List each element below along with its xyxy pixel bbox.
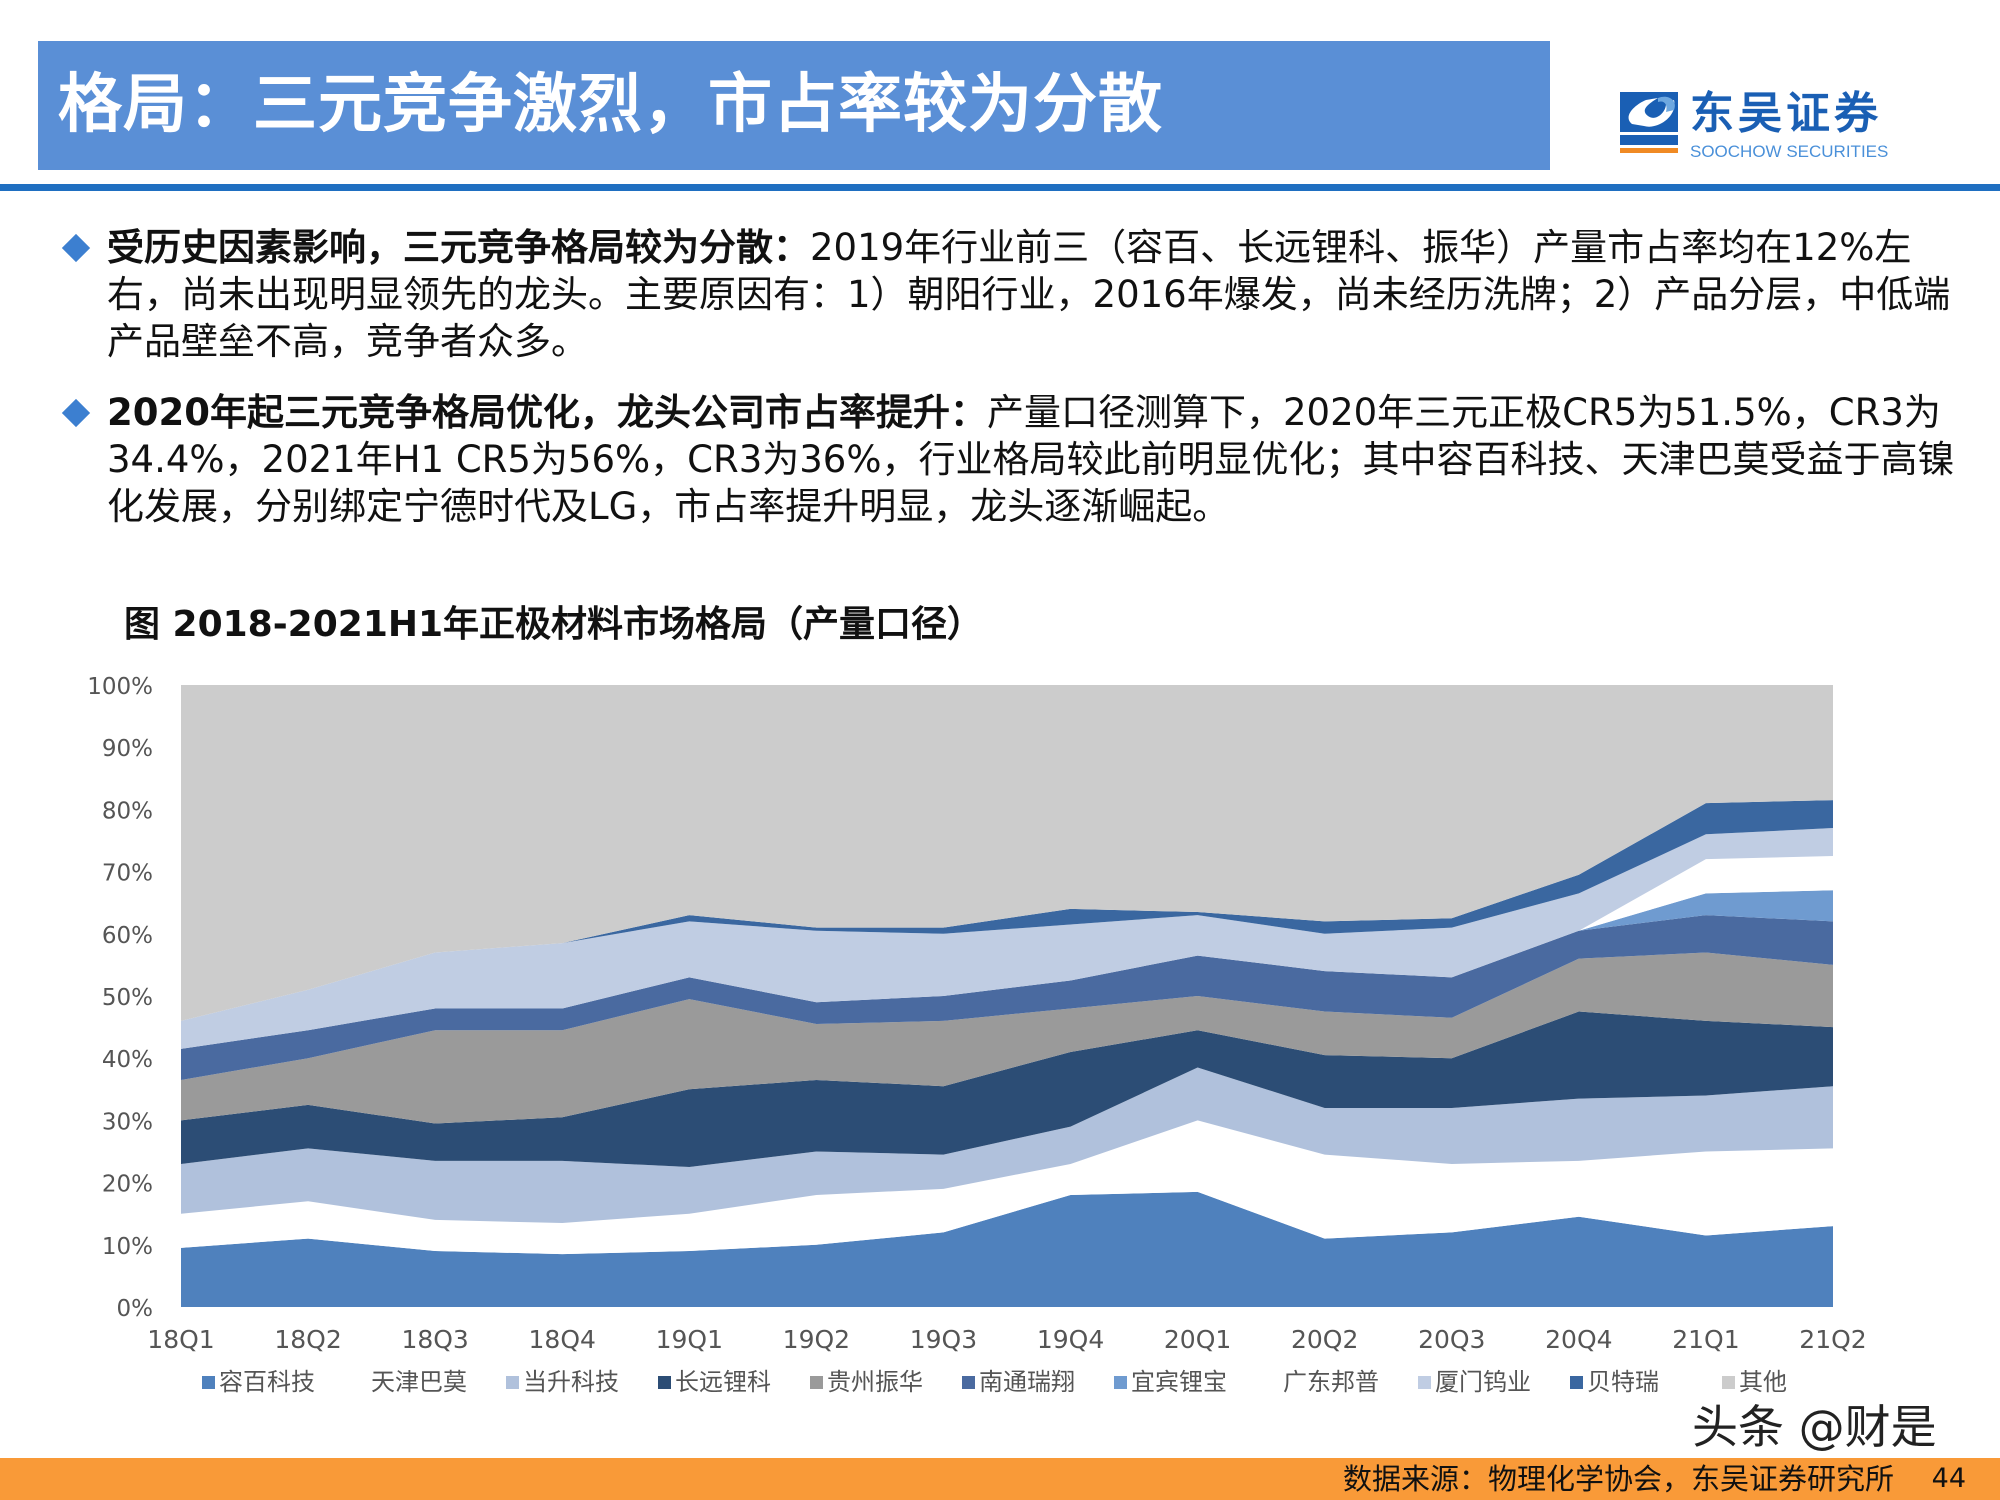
header-divider <box>0 184 2000 191</box>
logo-text-cn: 东吴证券 <box>1690 88 1882 139</box>
data-source: 数据来源：物理化学协会，东吴证券研究所 <box>1342 1462 1894 1496</box>
y-tick-label: 70% <box>102 861 153 887</box>
legend-label: 容百科技 <box>219 1368 315 1396</box>
legend-item: 南通瑞翔 <box>962 1368 1114 1396</box>
legend-swatch <box>962 1375 975 1389</box>
legend-item: 其他 <box>1722 1368 1874 1396</box>
legend-item: 天津巴莫 <box>354 1368 506 1396</box>
legend-swatch <box>1418 1375 1431 1389</box>
legend-swatch <box>658 1375 671 1389</box>
y-tick-label: 30% <box>102 1109 153 1135</box>
page-number: 44 <box>1931 1463 1966 1494</box>
header-banner: 格局：三元竞争激烈，市占率较为分散 <box>38 41 1550 170</box>
y-tick-label: 50% <box>102 985 153 1011</box>
legend-item: 贝特瑞 <box>1570 1368 1722 1396</box>
x-tick-label: 19Q1 <box>656 1325 723 1354</box>
legend-label: 宜宾锂宝 <box>1131 1368 1227 1396</box>
legend-item: 容百科技 <box>202 1368 354 1396</box>
x-tick-label: 19Q4 <box>1037 1325 1104 1354</box>
x-tick-label: 19Q3 <box>910 1325 977 1354</box>
y-tick-label: 100% <box>87 674 153 700</box>
x-tick-label: 18Q4 <box>529 1325 596 1354</box>
legend-swatch <box>1722 1375 1735 1389</box>
y-tick-label: 20% <box>102 1172 153 1198</box>
x-tick-label: 18Q3 <box>401 1325 468 1354</box>
x-tick-label: 21Q1 <box>1672 1325 1739 1354</box>
legend-swatch <box>1570 1375 1583 1389</box>
legend-swatch <box>202 1375 215 1389</box>
area-series-7 <box>181 890 1833 1049</box>
area-series-5 <box>181 952 1833 1124</box>
x-tick-label: 18Q2 <box>274 1325 341 1354</box>
x-tick-label: 19Q2 <box>783 1325 850 1354</box>
legend-swatch <box>506 1375 519 1389</box>
legend-item: 广东邦普 <box>1266 1368 1418 1396</box>
legend-label: 长远锂科 <box>675 1368 771 1396</box>
bullet-text: 产量口径测算下，2020年三元正极CR5为51.5%，CR3为34.4%，202… <box>107 391 1955 528</box>
bullet-heading: 2020年起三元竞争格局优化，龙头公司市占率提升： <box>107 391 987 434</box>
y-tick-label: 10% <box>102 1234 153 1260</box>
legend-item: 厦门钨业 <box>1418 1368 1570 1396</box>
x-tick-label: 20Q2 <box>1291 1325 1358 1354</box>
bullet-item: 受历史因素影响，三元竞争格局较为分散：2019年行业前三（容百、长远锂科、振华）… <box>60 224 1960 365</box>
x-tick-label: 20Q4 <box>1545 1325 1612 1354</box>
company-logo: 东吴证券 SOOCHOW SECURITIES <box>1618 90 1918 166</box>
legend-label: 广东邦普 <box>1283 1368 1379 1396</box>
area-series-11 <box>181 685 1833 1021</box>
page-title: 格局：三元竞争激烈，市占率较为分散 <box>58 68 1163 142</box>
legend-swatch <box>810 1375 823 1389</box>
legend-swatch <box>1114 1375 1127 1389</box>
logo-text-en: SOOCHOW SECURITIES <box>1690 142 1889 161</box>
legend-item: 宜宾锂宝 <box>1114 1368 1266 1396</box>
legend-label: 贵州振华 <box>827 1368 923 1396</box>
y-tick-label: 0% <box>117 1296 154 1322</box>
x-tick-label: 20Q3 <box>1418 1325 1485 1354</box>
x-tick-label: 21Q2 <box>1799 1325 1866 1354</box>
x-tick-label: 18Q1 <box>147 1325 214 1354</box>
area-series-6 <box>181 915 1833 1080</box>
legend-label: 天津巴莫 <box>371 1368 467 1396</box>
scs-logo-icon <box>1620 92 1678 153</box>
bullet-item: 2020年起三元竞争格局优化，龙头公司市占率提升：产量口径测算下，2020年三元… <box>60 389 1960 530</box>
legend-label: 厦门钨业 <box>1435 1368 1531 1396</box>
y-tick-label: 60% <box>102 923 153 949</box>
legend-swatch <box>354 1375 367 1389</box>
footer-bar: 数据来源：物理化学协会，东吴证券研究所 44 <box>0 1458 2000 1500</box>
legend-item: 贵州振华 <box>810 1368 962 1396</box>
watermark: 头条 @财是 <box>1692 1400 1937 1454</box>
y-tick-label: 90% <box>102 736 153 762</box>
y-tick-label: 40% <box>102 1047 153 1073</box>
y-tick-label: 80% <box>102 798 153 824</box>
bullet-text: 2019年行业前三（容百、长远锂科、振华）产量市占率均在12%左右，尚未出现明显… <box>107 226 1951 363</box>
legend-label: 南通瑞翔 <box>979 1368 1075 1396</box>
area-series-1 <box>181 1191 1833 1307</box>
legend-label: 其他 <box>1739 1368 1787 1396</box>
chart-legend: 容百科技 天津巴莫 当升科技 长远锂科 贵州振华 南通瑞翔 宜宾锂宝 广东邦普 厦门钨业 贝特瑞 其… <box>202 1368 1874 1396</box>
area-series-3 <box>181 1067 1833 1224</box>
area-series-10 <box>181 800 1833 1021</box>
legend-item: 长远锂科 <box>658 1368 810 1396</box>
legend-swatch <box>1266 1375 1279 1389</box>
legend-label: 当升科技 <box>523 1368 619 1396</box>
legend-item: 当升科技 <box>506 1368 658 1396</box>
bullet-heading: 受历史因素影响，三元竞争格局较为分散： <box>107 226 810 269</box>
chart-title: 图 2018-2021H1年正极材料市场格局（产量口径） <box>124 604 984 645</box>
bullet-list: 受历史因素影响，三元竞争格局较为分散：2019年行业前三（容百、长远锂科、振华）… <box>60 224 1960 554</box>
x-tick-label: 20Q1 <box>1164 1325 1231 1354</box>
legend-label: 贝特瑞 <box>1587 1368 1659 1396</box>
area-series-4 <box>181 1011 1833 1168</box>
area-series-9 <box>181 828 1833 1049</box>
